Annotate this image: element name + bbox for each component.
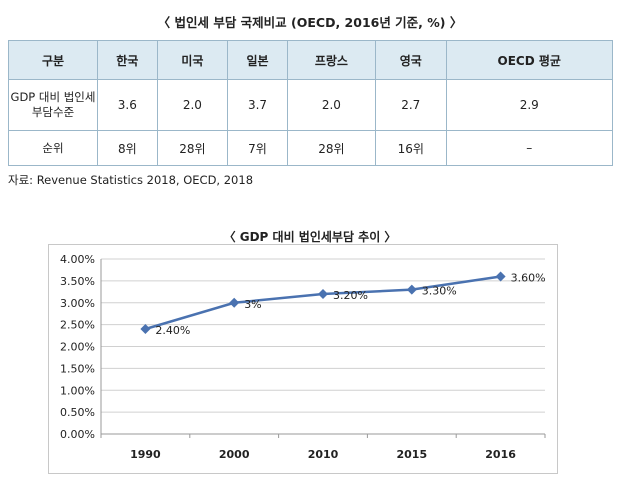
header-japan: 일본 <box>227 40 288 80</box>
data-label: 3.30% <box>422 285 457 298</box>
header-korea: 한국 <box>97 40 158 80</box>
table-cell: 28위 <box>286 130 376 166</box>
data-label: 3% <box>244 298 261 311</box>
table-title: 〈 법인세 부담 국제비교 (OECD, 2016년 기준, %) 〉 <box>157 15 463 30</box>
y-tick-label: 2.00% <box>60 341 95 354</box>
header-category: 구분 <box>8 40 98 80</box>
x-tick-label: 2016 <box>485 448 516 461</box>
x-tick-label: 1990 <box>130 448 161 461</box>
y-tick-label: 3.50% <box>60 275 95 288</box>
y-tick-label: 4.00% <box>60 253 95 266</box>
x-tick-label: 2000 <box>219 448 250 461</box>
line-chart: 0.00% 0.50% 1.00% 1.50% 2.00% 2.50% 3.00% 3.50%… <box>60 253 546 461</box>
data-label: 2.40% <box>155 324 190 337</box>
data-label: 3.60% <box>511 272 546 285</box>
y-tick-label: 3.00% <box>60 297 95 310</box>
row-label-line1: GDP 대비 법인세 <box>10 90 96 104</box>
row-label: 순위 <box>8 130 98 166</box>
table-cell: 28위 <box>156 130 229 166</box>
table-row: GDP 대비 법인세 부담수준 3.6 2.0 3.7 2.0 2.7 2.9 <box>8 79 614 131</box>
table-cell: 2.7 <box>374 79 447 131</box>
x-tick-label: 2010 <box>308 448 339 461</box>
data-point-marker <box>229 297 240 308</box>
source-note: 자료: Revenue Statistics 2018, OECD, 2018 <box>8 173 254 187</box>
header-france: 프랑스 <box>286 40 376 80</box>
header-oecd-average: OECD 평균 <box>445 40 614 80</box>
table-row: 순위 8위 28위 7위 28위 16위 – <box>8 130 614 166</box>
header-uk: 영국 <box>374 40 447 80</box>
comparison-table: 구분 한국 미국 일본 프랑스 영국 OECD 평균 GDP 대비 법인세 부담… <box>8 40 614 166</box>
table-cell: 2.0 <box>286 79 376 131</box>
chart-frame: 0.00% 0.50% 1.00% 1.50% 2.00% 2.50% 3.00% 3.50%… <box>48 244 558 474</box>
y-tick-label: 1.50% <box>60 362 95 375</box>
y-tick-label: 0.50% <box>60 406 95 419</box>
table-cell: 8위 <box>97 130 158 166</box>
data-label: 3.20% <box>333 289 368 302</box>
table-header-row: 구분 한국 미국 일본 프랑스 영국 OECD 평균 <box>8 40 614 80</box>
data-point-marker <box>406 284 417 295</box>
row-label: GDP 대비 법인세 부담수준 <box>8 79 98 131</box>
y-tick-label: 0.00% <box>60 428 95 441</box>
table-cell: 2.0 <box>156 79 229 131</box>
y-tick-label: 1.00% <box>60 384 95 397</box>
table-cell: 7위 <box>227 130 288 166</box>
table-cell: 3.7 <box>227 79 288 131</box>
row-label-line2: 부담수준 <box>31 105 75 119</box>
chart-title: 〈 GDP 대비 법인세부담 추이 〉 <box>223 230 397 244</box>
data-point-marker <box>495 271 506 282</box>
header-usa: 미국 <box>156 40 229 80</box>
data-point-marker <box>318 289 328 299</box>
table-cell: – <box>445 130 614 166</box>
y-tick-label: 2.50% <box>60 319 95 332</box>
data-point-marker <box>140 324 151 334</box>
table-cell: 16위 <box>374 130 447 166</box>
table-cell: 2.9 <box>445 79 614 131</box>
table-cell: 3.6 <box>97 79 158 131</box>
x-tick-label: 2015 <box>396 448 427 461</box>
